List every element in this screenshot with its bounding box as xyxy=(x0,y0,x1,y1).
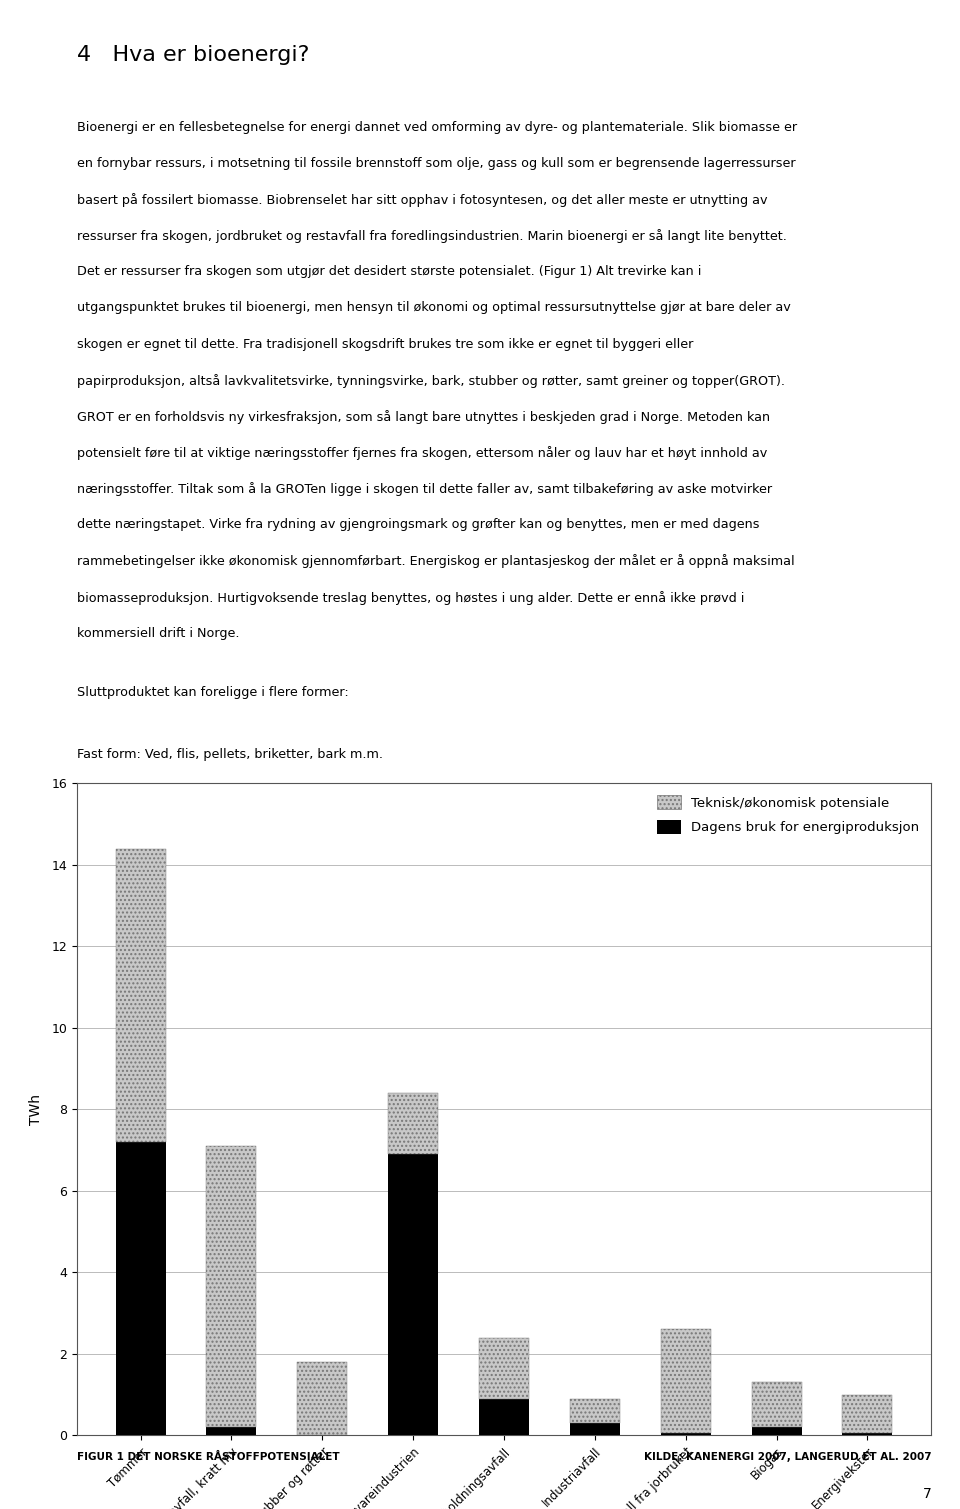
Bar xyxy=(570,1423,620,1435)
Text: dette næringstapet. Virke fra rydning av gjengroingsmark og grøfter kan og benyt: dette næringstapet. Virke fra rydning av… xyxy=(77,518,759,531)
Text: kommersiell drift i Norge.: kommersiell drift i Norge. xyxy=(77,626,239,640)
Legend: Teknisk/økonomisk potensiale, Dagens bruk for energiproduksjon: Teknisk/økonomisk potensiale, Dagens bru… xyxy=(652,791,924,839)
Bar xyxy=(479,1399,529,1435)
Bar xyxy=(660,1329,710,1434)
Bar xyxy=(388,1093,438,1154)
Text: utgangspunktet brukes til bioenergi, men hensyn til økonomi og optimal ressursut: utgangspunktet brukes til bioenergi, men… xyxy=(77,302,790,314)
Text: KILDE: KANENERGI 2007, LANGERUD ET AL. 2007: KILDE: KANENERGI 2007, LANGERUD ET AL. 2… xyxy=(643,1452,931,1462)
Bar xyxy=(752,1382,802,1428)
Text: næringsstoffer. Tiltak som å la GROTen ligge i skogen til dette faller av, samt : næringsstoffer. Tiltak som å la GROTen l… xyxy=(77,483,772,496)
Text: ressurser fra skogen, jordbruket og restavfall fra foredlingsindustrien. Marin b: ressurser fra skogen, jordbruket og rest… xyxy=(77,229,786,243)
Bar xyxy=(479,1337,529,1399)
Text: rammebetingelser ikke økonomisk gjennomførbart. Energiskog er plantasjeskog der : rammebetingelser ikke økonomisk gjennomf… xyxy=(77,554,795,569)
Text: Bioenergi er en fellesbetegnelse for energi dannet ved omforming av dyre- og pla: Bioenergi er en fellesbetegnelse for ene… xyxy=(77,121,797,134)
Bar xyxy=(842,1434,893,1435)
Bar xyxy=(842,1394,893,1434)
Text: basert på fossilert biomasse. Biobrenselet har sitt opphav i fotosyntesen, og de: basert på fossilert biomasse. Biobrensel… xyxy=(77,193,767,207)
Bar xyxy=(115,1142,166,1435)
Text: 7: 7 xyxy=(923,1488,931,1501)
Bar xyxy=(660,1434,710,1435)
Bar xyxy=(115,848,166,1142)
Text: Fast form: Ved, flis, pellets, briketter, bark m.m.: Fast form: Ved, flis, pellets, briketter… xyxy=(77,747,383,761)
Bar xyxy=(752,1428,802,1435)
Bar xyxy=(570,1399,620,1423)
Text: Det er ressurser fra skogen som utgjør det desidert største potensialet. (Figur : Det er ressurser fra skogen som utgjør d… xyxy=(77,266,701,278)
Text: GROT er en forholdsvis ny virkesfraksjon, som så langt bare utnyttes i beskjeden: GROT er en forholdsvis ny virkesfraksjon… xyxy=(77,410,770,424)
Text: Gass: Pyrolysegass: Gass: Pyrolysegass xyxy=(77,871,200,884)
Text: papirproduksjon, altså lavkvalitetsvirke, tynningsvirke, bark, stubber og røtter: papirproduksjon, altså lavkvalitetsvirke… xyxy=(77,374,784,388)
Text: Flytende form: Bioolje, biodiesel, etanol m.m.: Flytende form: Bioolje, biodiesel, etano… xyxy=(77,809,369,822)
Text: FIGUR 1 DET NORSKE RÅSTOFFPOTENSIALET: FIGUR 1 DET NORSKE RÅSTOFFPOTENSIALET xyxy=(77,1452,340,1462)
Bar xyxy=(206,1147,256,1428)
Text: potensielt føre til at viktige næringsstoffer fjernes fra skogen, ettersom nåler: potensielt føre til at viktige næringsst… xyxy=(77,447,767,460)
Bar xyxy=(298,1363,348,1435)
Text: 4   Hva er bioenergi?: 4 Hva er bioenergi? xyxy=(77,45,309,65)
Bar xyxy=(388,1154,438,1435)
Text: skogen er egnet til dette. Fra tradisjonell skogsdrift brukes tre som ikke er eg: skogen er egnet til dette. Fra tradisjon… xyxy=(77,338,693,350)
Y-axis label: TWh: TWh xyxy=(29,1094,43,1124)
Text: en fornybar ressurs, i motsetning til fossile brennstoff som olje, gass og kull : en fornybar ressurs, i motsetning til fo… xyxy=(77,157,796,169)
Bar xyxy=(206,1428,256,1435)
Text: Sluttproduktet kan foreligge i flere former:: Sluttproduktet kan foreligge i flere for… xyxy=(77,687,348,699)
Text: biomasseproduksjon. Hurtigvoksende treslag benyttes, og høstes i ung alder. Dett: biomasseproduksjon. Hurtigvoksende tresl… xyxy=(77,590,744,605)
